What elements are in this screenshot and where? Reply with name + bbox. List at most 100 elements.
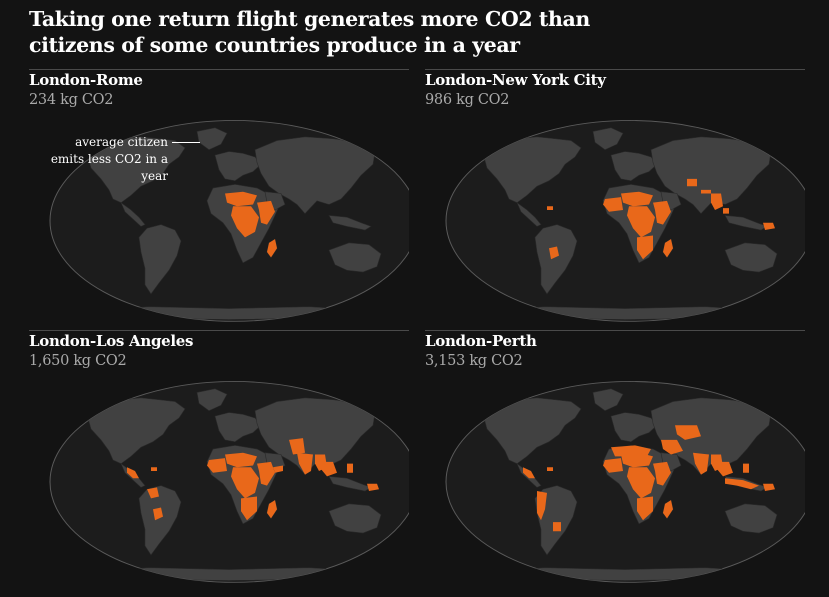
highlight-nepal	[701, 189, 711, 194]
land-antarctica	[484, 306, 766, 320]
map-panel-london-new-york: London-New York City 986 kg CO2	[425, 69, 805, 329]
annotation-leader-line	[172, 142, 200, 143]
highlight-colombia	[147, 487, 159, 499]
land-antarctica	[88, 567, 370, 581]
highlight-afghanistan-pakistan	[289, 438, 305, 455]
route-title: London-New York City	[425, 71, 606, 89]
land-australia	[724, 242, 778, 273]
highlight-madagascar	[663, 239, 673, 258]
land-europe	[610, 412, 658, 443]
route-title: London-Perth	[425, 332, 537, 350]
highlight-central-america	[523, 467, 535, 479]
highlight-sahel-africa	[225, 191, 257, 207]
world-map	[445, 381, 805, 583]
highlight-haiti	[151, 467, 157, 471]
highlight-papua-new-guinea	[763, 483, 775, 492]
land-south-america	[138, 485, 182, 556]
highlight-india	[297, 452, 313, 475]
land-europe	[214, 412, 262, 443]
panel-divider	[29, 69, 409, 70]
highlight-paraguay	[553, 522, 561, 532]
map-annotation: average citizen emits less CO2 in a year	[50, 135, 168, 183]
world-map	[49, 120, 409, 322]
highlight-central-africa	[627, 206, 655, 238]
land-greenland	[592, 127, 624, 151]
highlight-central-africa	[627, 467, 655, 499]
land-se-islands	[328, 476, 372, 492]
highlight-haiti	[547, 206, 553, 210]
highlight-madagascar	[663, 500, 673, 519]
highlight-east-africa	[257, 200, 275, 225]
highlight-sahel-africa	[621, 191, 653, 207]
highlight-sahel-africa	[225, 452, 257, 468]
highlight-southern-africa	[637, 496, 653, 521]
highlight-yemen	[273, 465, 283, 473]
co2-value: 1,650 kg CO2	[29, 353, 127, 369]
highlight-papua-new-guinea	[367, 483, 379, 492]
highlight-west-africa	[207, 458, 227, 473]
highlight-bangladesh-myanmar	[711, 193, 723, 210]
highlight-philippines	[347, 463, 353, 473]
headline: Taking one return flight generates more …	[29, 7, 590, 57]
land-se-islands	[724, 215, 768, 231]
co2-value: 234 kg CO2	[29, 92, 114, 108]
land-antarctica	[484, 567, 766, 581]
highlight-sahel-africa	[621, 452, 653, 468]
world-map	[445, 120, 805, 322]
highlight-indonesia	[725, 478, 759, 490]
land-australia	[724, 503, 778, 534]
panel-divider	[29, 330, 409, 331]
map-panel-london-perth: London-Perth 3,153 kg CO2	[425, 330, 805, 590]
route-title: London-Los Angeles	[29, 332, 194, 350]
panel-divider	[425, 330, 805, 331]
land-north-america	[482, 397, 582, 464]
highlight-cambodia	[723, 208, 729, 214]
land-north-america	[86, 136, 186, 203]
land-central-america-land	[120, 201, 146, 227]
highlight-west-africa	[603, 458, 623, 473]
co2-value: 3,153 kg CO2	[425, 353, 523, 369]
land-north-america	[86, 397, 186, 464]
land-north-america	[482, 136, 582, 203]
highlight-central-asia	[675, 425, 701, 440]
world-map	[49, 381, 409, 583]
highlight-bolivia	[153, 507, 163, 521]
highlight-philippines	[743, 463, 749, 473]
land-south-america	[534, 224, 578, 295]
highlight-afghanistan	[687, 178, 697, 187]
land-central-america-land	[516, 201, 542, 227]
co2-value: 986 kg CO2	[425, 92, 510, 108]
highlight-india	[693, 452, 709, 475]
land-europe	[214, 151, 262, 182]
highlight-madagascar	[267, 500, 277, 519]
land-greenland	[592, 388, 624, 412]
highlight-central-america	[127, 467, 139, 479]
highlight-east-africa	[653, 200, 671, 225]
map-panel-london-los-angeles: London-Los Angeles 1,650 kg CO2	[29, 330, 409, 590]
panel-divider	[425, 69, 805, 70]
land-south-america	[138, 224, 182, 295]
highlight-east-africa	[257, 461, 275, 486]
land-asia	[650, 136, 772, 215]
highlight-central-africa	[231, 206, 259, 238]
land-se-islands	[328, 215, 372, 231]
highlight-madagascar	[267, 239, 277, 258]
highlight-middle-east	[661, 439, 683, 455]
highlight-andean-south-america	[537, 491, 547, 521]
highlight-east-africa	[653, 461, 671, 486]
land-antarctica	[88, 306, 370, 320]
highlight-central-africa	[231, 467, 259, 499]
highlight-haiti	[547, 467, 553, 471]
land-australia	[328, 503, 382, 534]
highlight-bolivia	[549, 246, 559, 260]
land-asia	[254, 397, 376, 476]
highlight-west-africa	[603, 197, 623, 212]
route-title: London-Rome	[29, 71, 143, 89]
highlight-southern-africa	[241, 496, 257, 521]
land-europe	[610, 151, 658, 182]
highlight-southern-africa	[637, 235, 653, 260]
highlight-southeast-asia	[717, 461, 733, 477]
map-panel-london-rome: London-Rome 234 kg CO2	[29, 69, 409, 329]
land-asia	[254, 136, 376, 215]
highlight-papua-new-guinea	[763, 222, 775, 231]
